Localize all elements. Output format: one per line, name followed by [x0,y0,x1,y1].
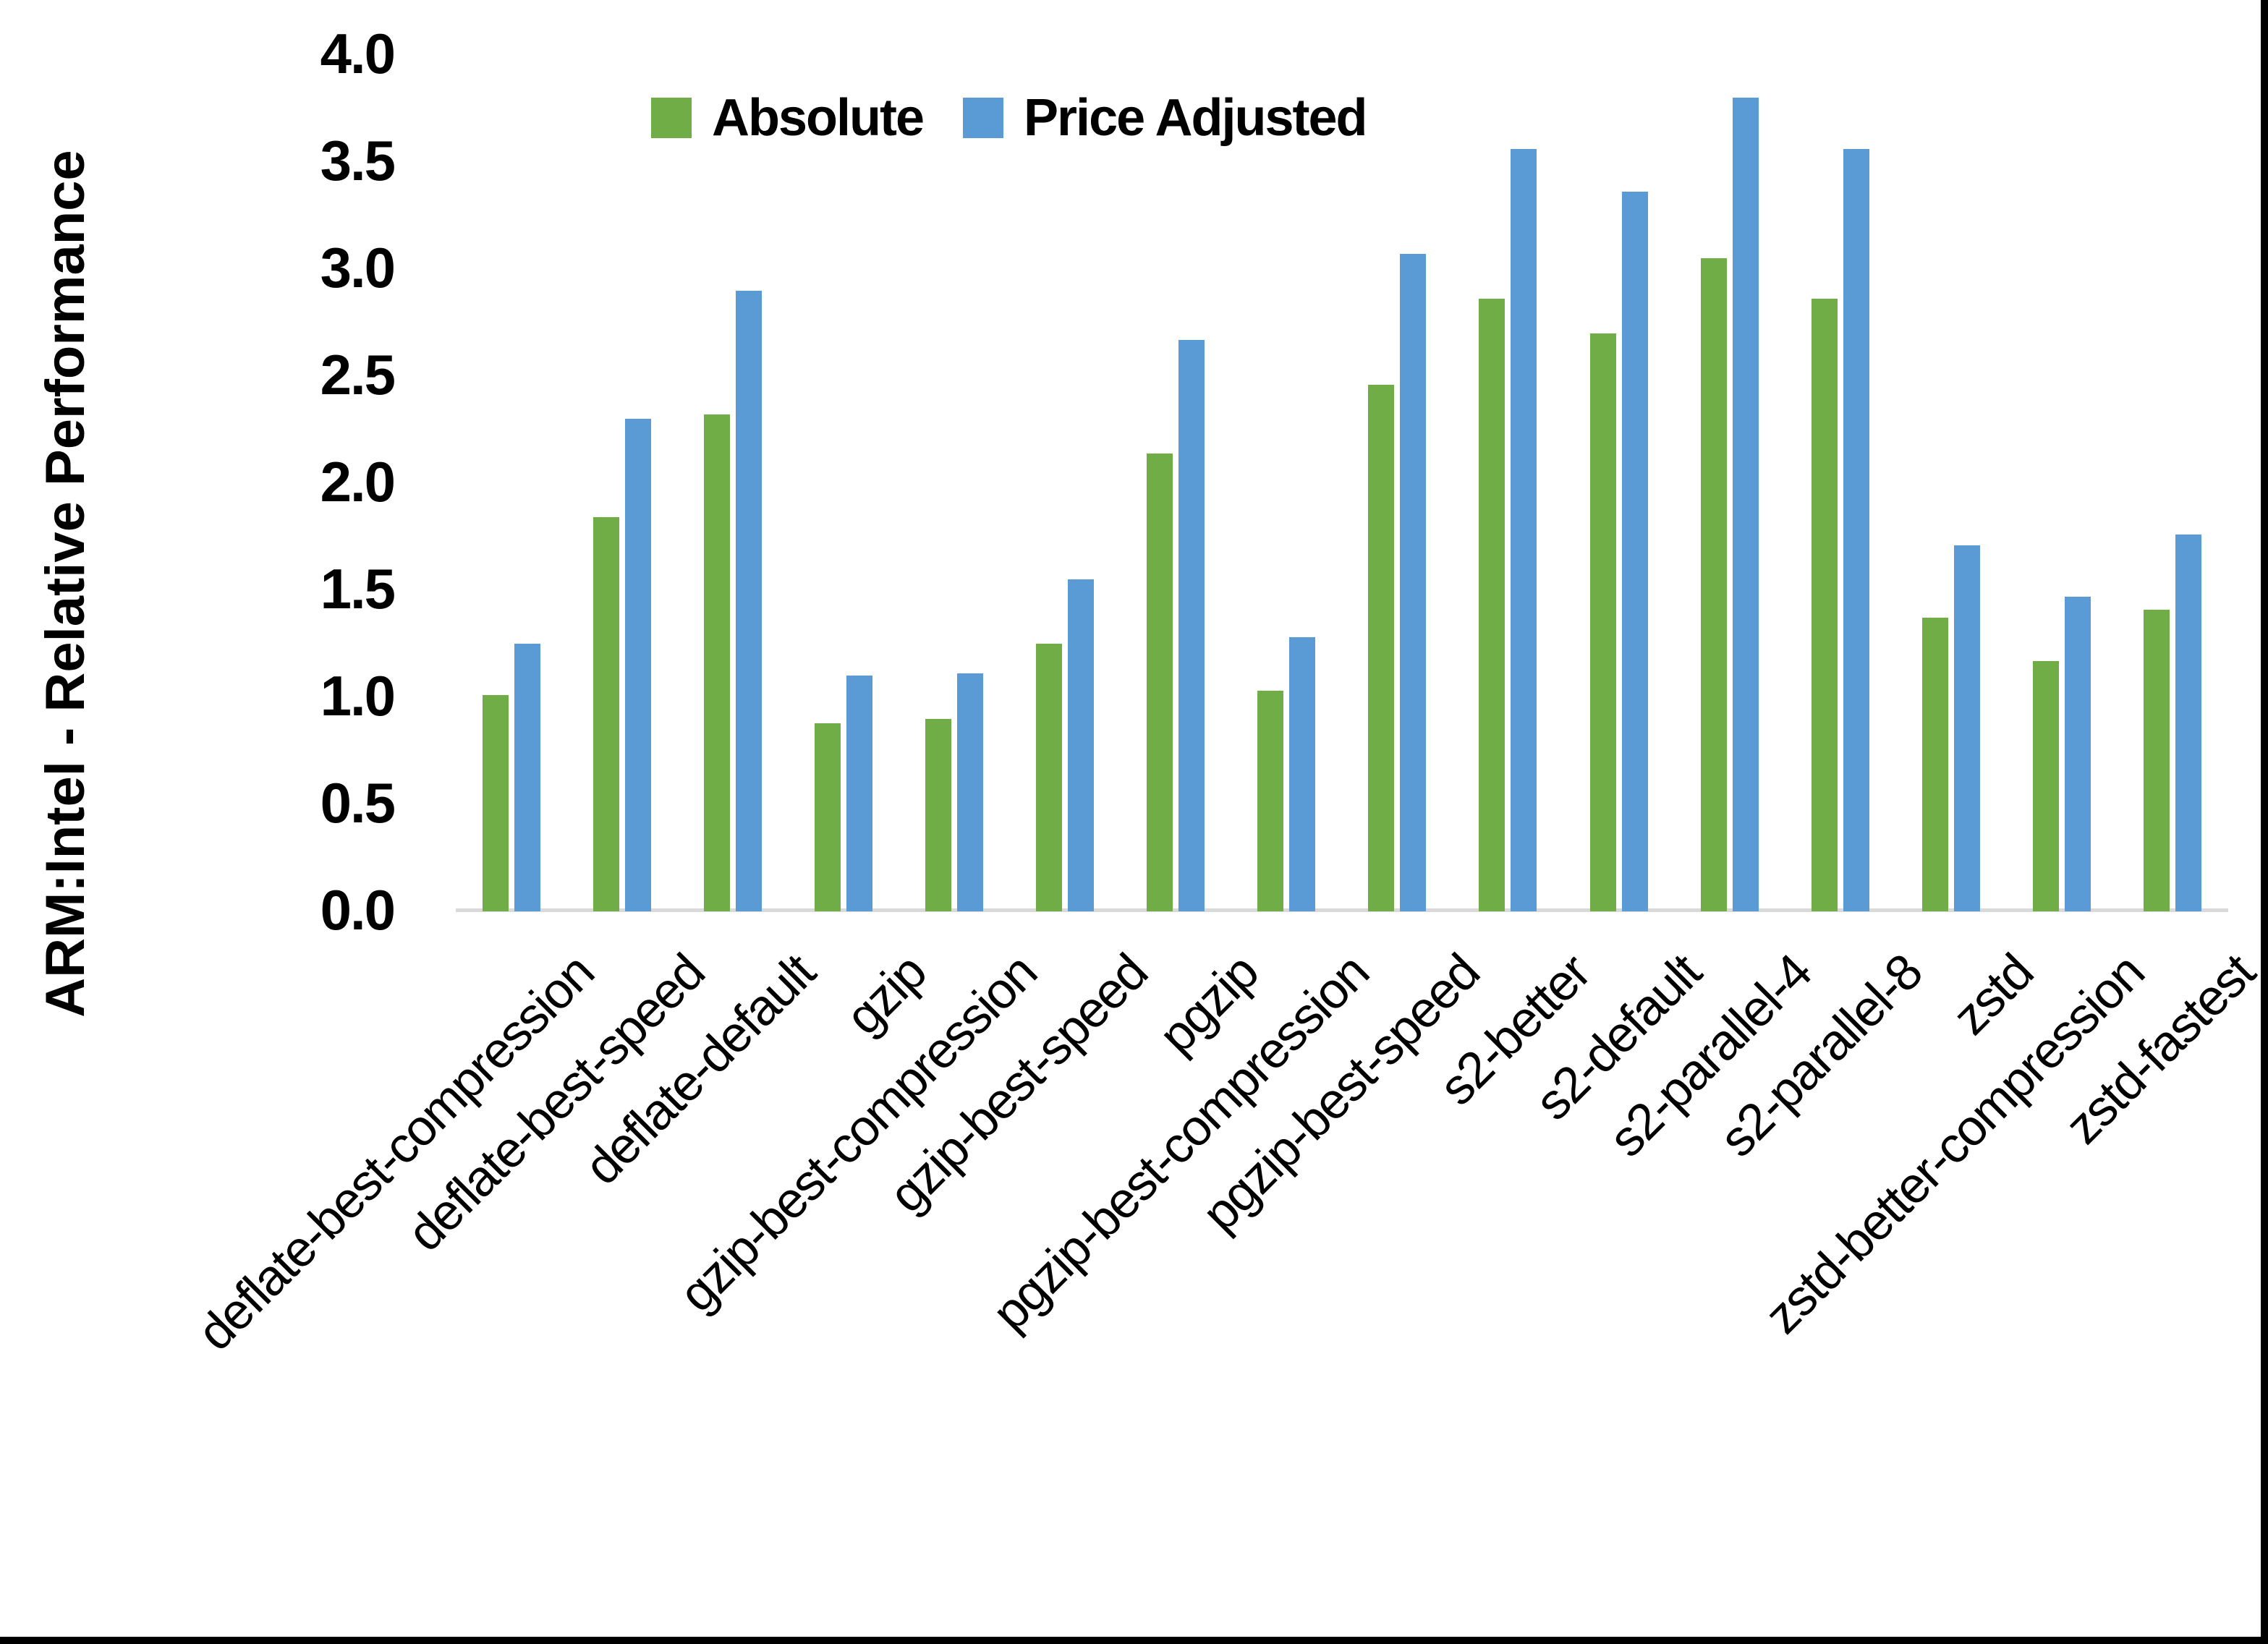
y-tick-label: 1.0 [320,664,396,728]
y-tick-label: 3.0 [320,236,396,299]
y-tick-label: 1.5 [320,557,396,621]
bar-absolute [1036,644,1062,911]
bar-price-adjusted [1843,149,1869,911]
y-tick-label: 2.5 [320,343,396,406]
bar-absolute [1922,618,1948,911]
bar-price-adjusted [736,291,762,911]
legend-item-price-adjusted: Price Adjusted [963,88,1367,148]
bar-absolute [1479,299,1505,911]
y-tick-label: 0.5 [320,771,396,835]
bar-absolute [593,517,619,911]
x-axis-line [456,908,2228,912]
legend-item-absolute: Absolute [651,88,925,148]
bar-price-adjusted [625,419,651,911]
bar-absolute [483,695,509,911]
bar-price-adjusted [2175,534,2201,911]
bar-price-adjusted [514,644,540,911]
bar-absolute [2144,610,2170,911]
bar-absolute [925,719,951,911]
y-axis-title: ARM:Intel - Relative Performance [35,150,96,1018]
bar-absolute [1257,691,1283,911]
bar-absolute [1368,385,1394,911]
bar-price-adjusted [1622,192,1648,911]
legend-swatch-absolute [651,98,692,138]
bar-absolute [1701,258,1727,911]
bar-price-adjusted [1400,254,1426,911]
y-tick-label: 2.0 [320,450,396,514]
bar-price-adjusted [1178,340,1205,911]
bar-absolute [1590,333,1616,911]
legend-swatch-price-adjusted [963,98,1004,138]
image-border-right [2261,0,2268,1644]
bar-absolute [1812,299,1838,911]
bar-price-adjusted [1068,579,1094,911]
bar-absolute [2033,661,2059,911]
bar-price-adjusted [846,676,872,911]
y-tick-label: 3.5 [320,129,396,192]
y-tick-label: 4.0 [320,22,396,85]
legend: Absolute Price Adjusted [651,85,1367,150]
bar-absolute [815,723,841,911]
legend-label-absolute: Absolute [712,89,925,147]
bar-price-adjusted [2065,597,2091,911]
bar-absolute [704,414,730,911]
bar-absolute [1147,453,1173,911]
image-border-bottom [0,1637,2268,1644]
bar-price-adjusted [957,673,983,911]
bar-price-adjusted [1733,98,1759,911]
y-tick-label: 0.0 [320,878,396,942]
bar-price-adjusted [1954,545,1980,911]
bar-price-adjusted [1289,637,1315,911]
legend-label-price-adjusted: Price Adjusted [1024,89,1367,147]
bar-price-adjusted [1511,149,1537,911]
